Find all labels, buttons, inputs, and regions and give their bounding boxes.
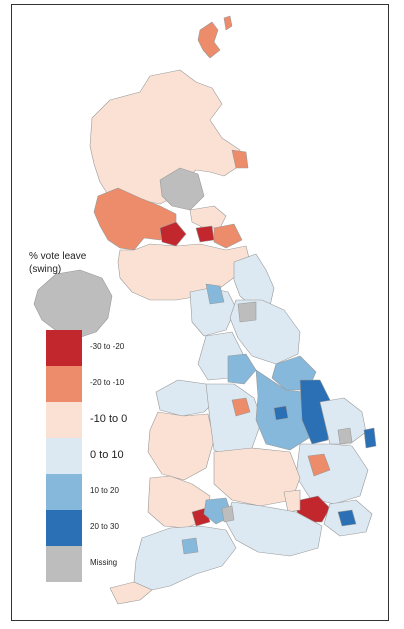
region-cornwall — [109, 581, 153, 605]
region-fife — [189, 205, 227, 229]
legend-label: Missing — [90, 558, 118, 567]
legend-item: -20 to -10 — [46, 366, 206, 402]
region-suffolk-blue — [363, 427, 377, 449]
legend: -30 to -20 -20 to -10 -10 to 0 0 to 10 1… — [46, 330, 206, 582]
legend-swatch — [46, 330, 82, 366]
legend-label: -10 to 0 — [90, 413, 128, 425]
region-kent-blue — [337, 509, 357, 527]
legend-swatch — [46, 402, 82, 438]
legend-label: -20 to -10 — [90, 378, 125, 387]
region-lothian — [213, 223, 243, 249]
region-shetland-north — [223, 15, 233, 31]
legend-item: -30 to -20 — [46, 330, 206, 366]
legend-label: 20 to 30 — [90, 522, 119, 531]
region-mid-wales — [147, 411, 215, 481]
legend-item: 20 to 30 — [46, 510, 206, 546]
region-glasgow — [159, 221, 187, 247]
region-perth-missing — [159, 167, 205, 211]
region-yorkshire-missing — [237, 301, 257, 323]
region-devon-blue — [181, 537, 199, 555]
legend-item: -10 to 0 — [46, 402, 206, 438]
legend-item: Missing — [46, 546, 206, 582]
region-edinburgh — [195, 225, 215, 243]
region-east-anglia — [295, 443, 369, 505]
legend-swatch — [46, 474, 82, 510]
region-aberdeenshire — [231, 149, 249, 169]
region-argyll — [93, 187, 177, 251]
region-south-west — [133, 525, 237, 591]
legend-item: 0 to 10 — [46, 438, 206, 474]
region-cumbria-blue — [205, 283, 225, 305]
region-suffolk-missing — [337, 427, 353, 445]
legend-label: 0 to 10 — [90, 449, 124, 461]
region-london-ring — [283, 489, 301, 513]
region-southern-scotland — [117, 243, 251, 301]
region-lincolnshire — [299, 379, 331, 445]
region-south-central — [225, 501, 323, 557]
region-birmingham — [231, 397, 251, 417]
legend-swatch — [46, 546, 82, 582]
region-sw-missing — [221, 505, 235, 523]
legend-label: 10 to 20 — [90, 486, 119, 495]
region-cambridge — [307, 453, 331, 477]
legend-label: -30 to -20 — [90, 342, 125, 351]
region-midlands-spot — [273, 405, 289, 421]
region-manchester — [227, 353, 257, 385]
legend-item: 10 to 20 — [46, 474, 206, 510]
region-shetland — [197, 21, 221, 59]
region-northern-ireland — [33, 269, 113, 339]
legend-swatch — [46, 510, 82, 546]
legend-title: % vote leave (swing) — [29, 251, 87, 275]
legend-swatch — [46, 366, 82, 402]
legend-swatch — [46, 438, 82, 474]
